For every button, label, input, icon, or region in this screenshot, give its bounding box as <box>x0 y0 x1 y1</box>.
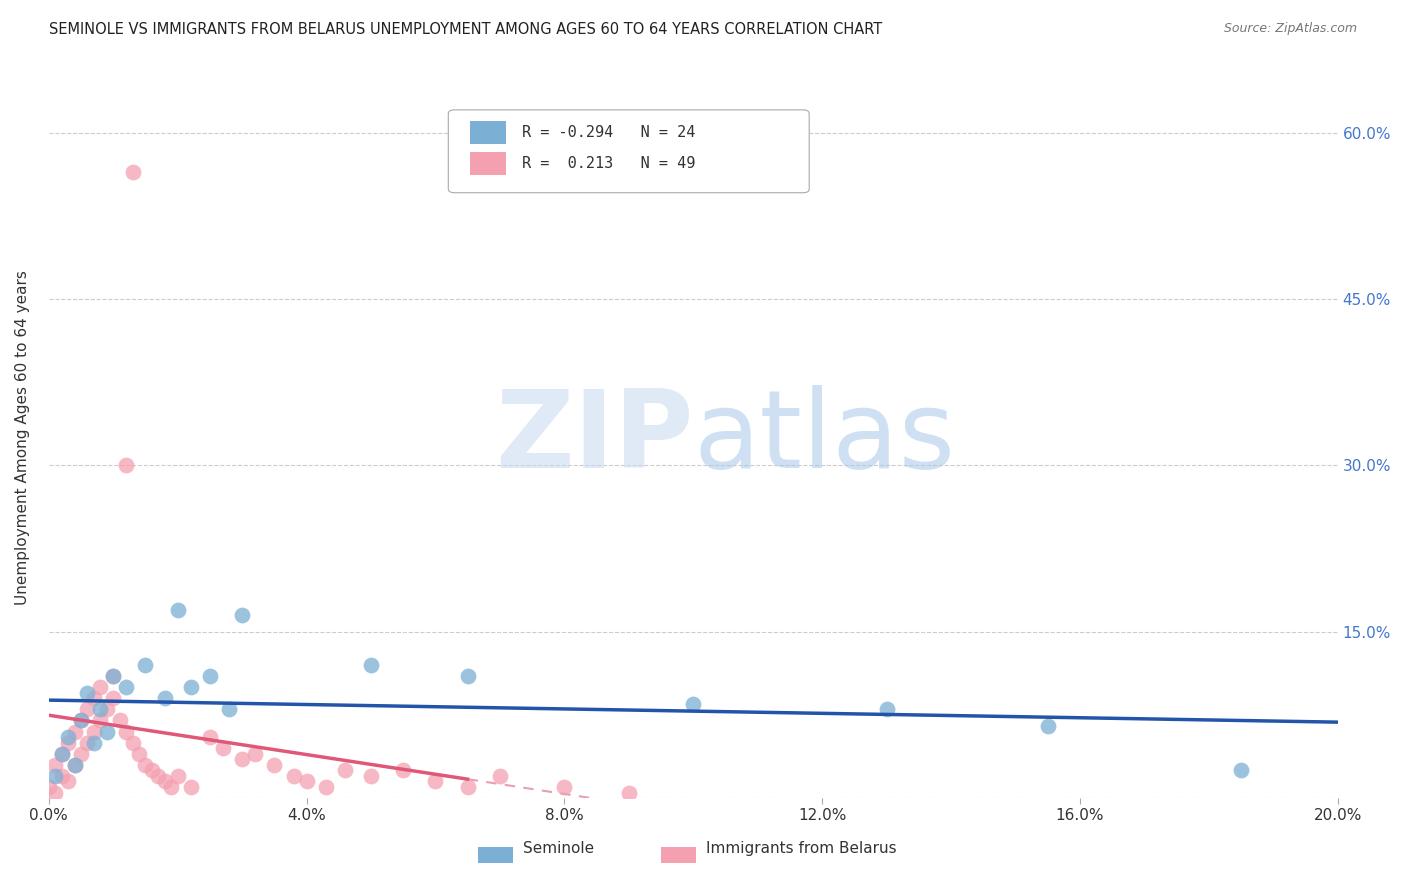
Point <box>76 702 98 716</box>
Point <box>70 714 93 728</box>
Point <box>83 736 105 750</box>
Point <box>148 769 170 783</box>
Point <box>243 747 266 761</box>
Point <box>128 747 150 761</box>
Point <box>70 747 93 761</box>
Point <box>360 658 382 673</box>
Point <box>63 757 86 772</box>
Point <box>211 741 233 756</box>
Point <box>166 602 188 616</box>
Point <box>63 724 86 739</box>
Point <box>89 702 111 716</box>
Point <box>553 780 575 794</box>
Point <box>70 714 93 728</box>
Point <box>89 714 111 728</box>
Point <box>153 774 176 789</box>
Point <box>1036 719 1059 733</box>
Point <box>44 785 66 799</box>
Point <box>83 691 105 706</box>
Point <box>153 691 176 706</box>
Point <box>103 669 125 683</box>
Point <box>231 608 253 623</box>
Point <box>51 769 73 783</box>
Point <box>180 680 202 694</box>
Text: Immigrants from Belarus: Immigrants from Belarus <box>706 841 897 856</box>
Text: Source: ZipAtlas.com: Source: ZipAtlas.com <box>1223 22 1357 36</box>
Point <box>295 774 318 789</box>
Point <box>44 769 66 783</box>
Text: Seminole: Seminole <box>523 841 595 856</box>
Text: atlas: atlas <box>693 384 955 491</box>
Text: ZIP: ZIP <box>495 384 693 491</box>
Point <box>56 736 79 750</box>
Point <box>76 736 98 750</box>
Point <box>115 458 138 473</box>
Point <box>115 680 138 694</box>
Point <box>315 780 337 794</box>
Point <box>617 785 640 799</box>
Point <box>63 757 86 772</box>
Point <box>51 747 73 761</box>
Point <box>141 764 163 778</box>
Point <box>1230 764 1253 778</box>
FancyBboxPatch shape <box>449 110 810 193</box>
Point <box>335 764 357 778</box>
Point <box>83 724 105 739</box>
Point <box>180 780 202 794</box>
Point <box>121 164 143 178</box>
Point <box>218 702 240 716</box>
Point <box>56 730 79 744</box>
Point <box>876 702 898 716</box>
Y-axis label: Unemployment Among Ages 60 to 64 years: Unemployment Among Ages 60 to 64 years <box>15 270 30 605</box>
Point <box>231 752 253 766</box>
Point <box>392 764 415 778</box>
Text: R =  0.213   N = 49: R = 0.213 N = 49 <box>522 156 695 170</box>
Point <box>76 686 98 700</box>
Point <box>115 724 138 739</box>
Point <box>198 730 221 744</box>
Point <box>96 724 118 739</box>
Point <box>283 769 305 783</box>
Point <box>56 774 79 789</box>
Point <box>166 769 188 783</box>
Point <box>160 780 183 794</box>
Point <box>51 747 73 761</box>
Point <box>457 780 479 794</box>
Point <box>134 757 156 772</box>
Point <box>489 769 512 783</box>
Point <box>121 736 143 750</box>
Point <box>103 669 125 683</box>
Point <box>134 658 156 673</box>
Point <box>263 757 285 772</box>
Point <box>682 697 704 711</box>
Point <box>457 669 479 683</box>
Bar <box>470 120 506 144</box>
Point <box>108 714 131 728</box>
Point <box>425 774 447 789</box>
Point <box>44 757 66 772</box>
Point <box>89 680 111 694</box>
Text: R = -0.294   N = 24: R = -0.294 N = 24 <box>522 125 695 140</box>
Point <box>38 780 60 794</box>
Bar <box>470 152 506 175</box>
Text: SEMINOLE VS IMMIGRANTS FROM BELARUS UNEMPLOYMENT AMONG AGES 60 TO 64 YEARS CORRE: SEMINOLE VS IMMIGRANTS FROM BELARUS UNEM… <box>49 22 883 37</box>
Point <box>103 691 125 706</box>
Point <box>96 702 118 716</box>
Point <box>360 769 382 783</box>
Point <box>198 669 221 683</box>
